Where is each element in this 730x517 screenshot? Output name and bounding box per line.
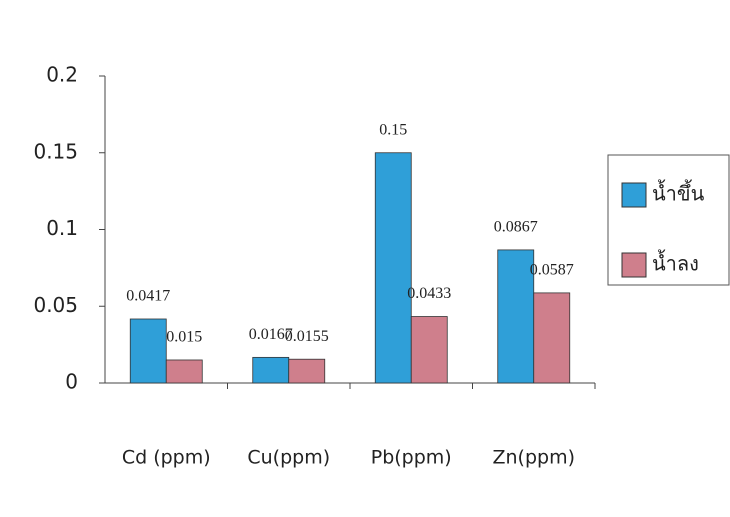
value-label: 0.0587 bbox=[530, 262, 574, 279]
legend-swatch bbox=[621, 252, 647, 278]
value-label: 0.0867 bbox=[494, 219, 538, 236]
bar bbox=[129, 318, 167, 384]
value-label: 0.0433 bbox=[407, 285, 451, 302]
legend-label: น้ำลง bbox=[652, 250, 699, 276]
legend-swatch bbox=[621, 182, 647, 208]
value-label: 0.0155 bbox=[285, 328, 329, 345]
x-tick-label: Zn(ppm) bbox=[492, 447, 575, 469]
bar bbox=[410, 316, 448, 384]
legend-label: น้ำขึ้น bbox=[652, 180, 705, 206]
y-tick-label: 0.2 bbox=[46, 63, 78, 87]
y-tick-label: 0.05 bbox=[33, 293, 78, 317]
x-tick-label: Pb(ppm) bbox=[371, 447, 452, 469]
value-label: 0.0167 bbox=[249, 326, 293, 343]
bar bbox=[497, 249, 535, 384]
x-tick-label: Cu(ppm) bbox=[247, 447, 330, 469]
bar bbox=[165, 359, 203, 384]
y-tick-label: 0.15 bbox=[33, 139, 78, 163]
value-label: 0.015 bbox=[166, 329, 202, 346]
bar bbox=[533, 292, 571, 384]
x-tick-label: Cd (ppm) bbox=[122, 447, 211, 469]
y-tick-label: 0 bbox=[65, 370, 78, 394]
bar bbox=[252, 356, 290, 384]
y-tick-label: 0.1 bbox=[46, 216, 78, 240]
value-label: 0.0417 bbox=[126, 288, 170, 305]
bar bbox=[288, 358, 326, 384]
value-label: 0.15 bbox=[379, 121, 407, 138]
bar bbox=[374, 152, 412, 384]
